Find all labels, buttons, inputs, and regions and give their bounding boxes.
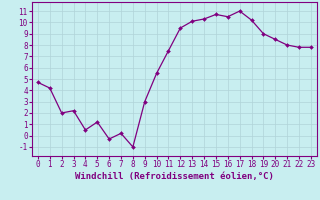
X-axis label: Windchill (Refroidissement éolien,°C): Windchill (Refroidissement éolien,°C) xyxy=(75,172,274,181)
